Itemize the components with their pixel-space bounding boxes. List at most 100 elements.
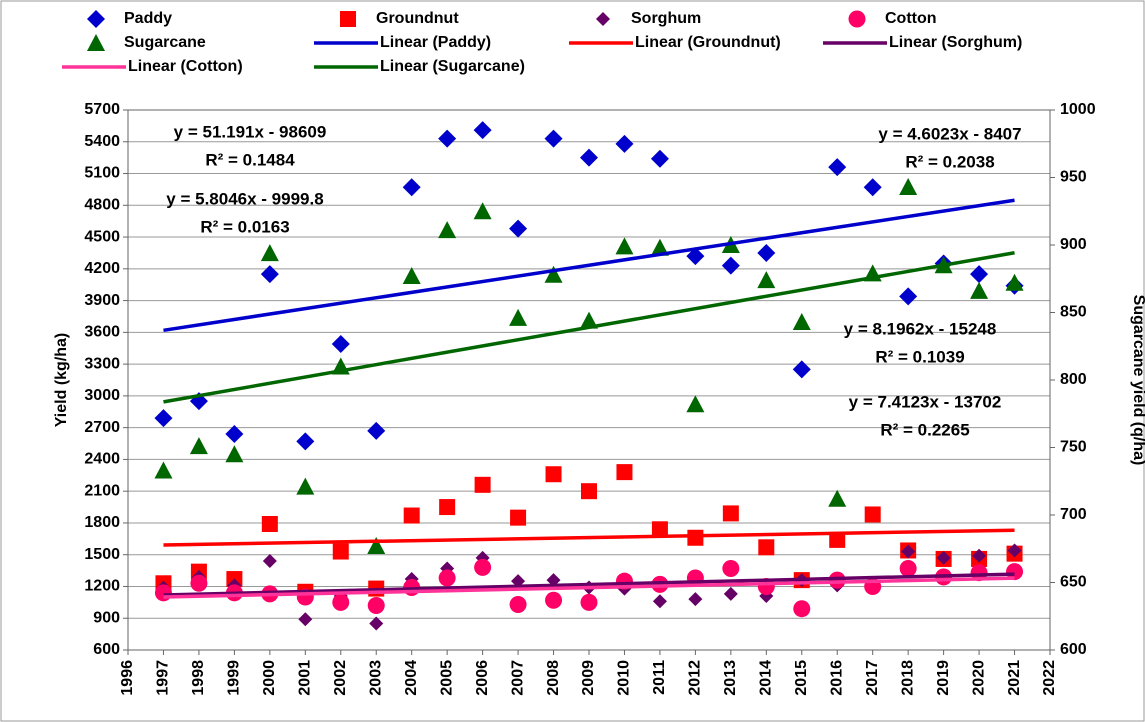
data-point	[1005, 273, 1024, 291]
data-point	[296, 432, 315, 451]
data-point	[225, 445, 244, 463]
data-point	[545, 591, 563, 609]
trend-r2: R² = 0.0163	[200, 217, 289, 236]
y-tick-label: 1800	[84, 514, 120, 531]
x-tick-label: 2008	[545, 660, 562, 696]
legend-label: Linear (Paddy)	[380, 34, 491, 51]
legend-label: Linear (Groundnut)	[635, 34, 781, 51]
x-tick-label: 2017	[864, 660, 881, 696]
x-tick-label: 2006	[474, 660, 491, 696]
x-tick-label: 2001	[297, 660, 314, 696]
x-tick-label: 1996	[119, 660, 136, 696]
data-point	[652, 594, 667, 609]
y2-tick-label: 650	[1060, 574, 1087, 591]
data-point	[403, 507, 420, 524]
trend-r2: R² = 0.2038	[905, 152, 994, 171]
data-point	[615, 237, 634, 255]
data-point	[651, 521, 668, 538]
legend-marker	[848, 10, 866, 28]
x-tick-label: 2010	[616, 660, 633, 696]
x-tick-label: 2014	[758, 660, 775, 696]
legend-label: Linear (Sorghum)	[889, 34, 1022, 51]
y2-axis-title: Sugarcane yield (q/ha)	[1130, 295, 1145, 466]
y-tick-label: 1200	[84, 578, 120, 595]
data-point	[474, 558, 492, 576]
data-point	[901, 544, 916, 559]
data-point	[367, 537, 386, 555]
data-point	[970, 265, 989, 284]
trend-r2: R² = 0.1484	[205, 150, 295, 169]
x-tick-label: 2015	[793, 660, 810, 696]
legend-marker	[87, 34, 105, 51]
x-tick-label: 2002	[332, 660, 349, 696]
legend-marker	[87, 10, 105, 28]
x-tick-label: 2004	[403, 660, 420, 696]
y2-tick-label: 850	[1060, 304, 1087, 321]
y2-tick-label: 900	[1060, 236, 1087, 253]
y-tick-label: 3600	[84, 324, 120, 341]
y2-tick-label: 950	[1060, 169, 1087, 186]
data-point	[616, 464, 633, 481]
data-point	[829, 531, 846, 548]
data-point	[863, 178, 882, 197]
plot-frame	[127, 109, 1051, 651]
y-tick-label: 900	[93, 609, 120, 626]
data-point	[544, 129, 563, 148]
data-point	[509, 595, 527, 613]
x-tick-label: 2019	[935, 660, 952, 696]
data-point	[473, 121, 492, 140]
y-tick-label: 1500	[84, 546, 120, 563]
data-point	[332, 543, 349, 560]
x-tick-label: 2012	[687, 660, 704, 696]
data-point	[581, 483, 597, 500]
y2-tick-label: 1000	[1060, 101, 1096, 118]
data-point	[189, 437, 208, 455]
data-point	[864, 506, 881, 523]
data-point	[509, 219, 528, 238]
y2-tick-label: 800	[1060, 371, 1087, 388]
data-point	[545, 466, 562, 483]
data-point	[510, 509, 527, 526]
y-tick-label: 4800	[84, 197, 120, 214]
trend-equation: y = 5.8046x - 9999.8	[166, 189, 323, 208]
data-point	[687, 529, 704, 546]
data-point	[793, 600, 811, 618]
data-point	[723, 586, 738, 601]
data-point	[650, 238, 669, 256]
data-point	[580, 593, 598, 611]
data-point	[332, 593, 350, 611]
data-point	[262, 554, 277, 569]
x-tick-label: 2009	[580, 660, 597, 696]
data-point	[722, 559, 740, 577]
legend-label: Linear (Sugarcane)	[380, 58, 525, 75]
legend-marker	[340, 11, 356, 27]
y-tick-label: 4200	[84, 260, 120, 277]
x-tick-label: 2021	[1006, 660, 1023, 696]
legend-label: Groundnut	[376, 10, 459, 27]
trendline	[163, 576, 1015, 599]
x-tick-label: 2007	[509, 660, 526, 696]
x-tick-label: 2005	[438, 660, 455, 696]
y-tick-label: 3300	[84, 355, 120, 372]
data-point	[298, 612, 313, 627]
x-tick-label: 2018	[899, 660, 916, 696]
data-point	[473, 202, 492, 220]
x-tick-label: 1997	[155, 660, 172, 696]
data-point	[721, 256, 740, 275]
data-point	[899, 287, 918, 306]
y-tick-label: 3000	[84, 387, 120, 404]
x-tick-label: 2013	[722, 660, 739, 696]
y-tick-label: 2100	[84, 482, 120, 499]
data-point	[650, 149, 669, 168]
y-tick-label: 5400	[84, 133, 120, 150]
data-point	[899, 559, 917, 577]
y2-tick-label: 600	[1060, 641, 1087, 658]
data-point	[474, 476, 491, 493]
y-tick-label: 2400	[84, 451, 120, 468]
data-point	[688, 592, 703, 607]
x-tick-label: 2000	[261, 660, 278, 696]
data-point	[261, 516, 278, 532]
legend-label: Sorghum	[631, 10, 701, 27]
data-point	[792, 360, 811, 379]
data-point	[154, 584, 172, 602]
